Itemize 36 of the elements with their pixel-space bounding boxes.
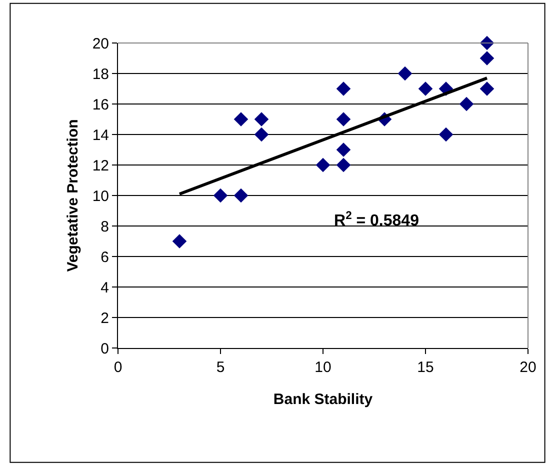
point — [254, 112, 269, 126]
y-tick-label: 4 — [100, 279, 109, 296]
y-tick-label: 2 — [100, 310, 109, 327]
point — [336, 112, 351, 126]
x-axis-title: Bank Stability — [273, 391, 374, 408]
y-tick-label: 0 — [100, 340, 109, 358]
y-tick-label: 18 — [92, 66, 109, 83]
point — [438, 127, 454, 142]
y-tick-label: 16 — [92, 96, 109, 114]
y-axis-title: Vegetative Protection — [64, 119, 82, 272]
point — [172, 234, 187, 248]
point — [336, 142, 351, 157]
point — [398, 66, 412, 81]
annotation: R$^{2}$ = 0.5849 — [334, 210, 420, 230]
point — [480, 51, 494, 66]
point — [234, 112, 248, 126]
point — [418, 82, 433, 96]
point — [336, 158, 351, 172]
x-tick-label: 0 — [114, 359, 122, 376]
y-tick-label: 8 — [100, 218, 109, 236]
x-tick-label: 5 — [216, 359, 225, 376]
point — [480, 82, 494, 96]
point — [316, 158, 330, 172]
x-tick-label: 20 — [520, 359, 536, 376]
y-tick-label: 12 — [92, 157, 109, 174]
point — [213, 188, 228, 203]
y-tick-label: 10 — [92, 188, 109, 205]
point — [336, 82, 351, 96]
point — [254, 127, 269, 142]
point — [459, 96, 474, 112]
x-tick-label: 15 — [417, 359, 434, 376]
point — [234, 188, 248, 203]
y-tick-label: 14 — [92, 126, 109, 144]
y-tick-label: 20 — [92, 35, 109, 52]
x-tick-label: 10 — [314, 359, 332, 376]
y-tick-label: 6 — [100, 248, 109, 266]
